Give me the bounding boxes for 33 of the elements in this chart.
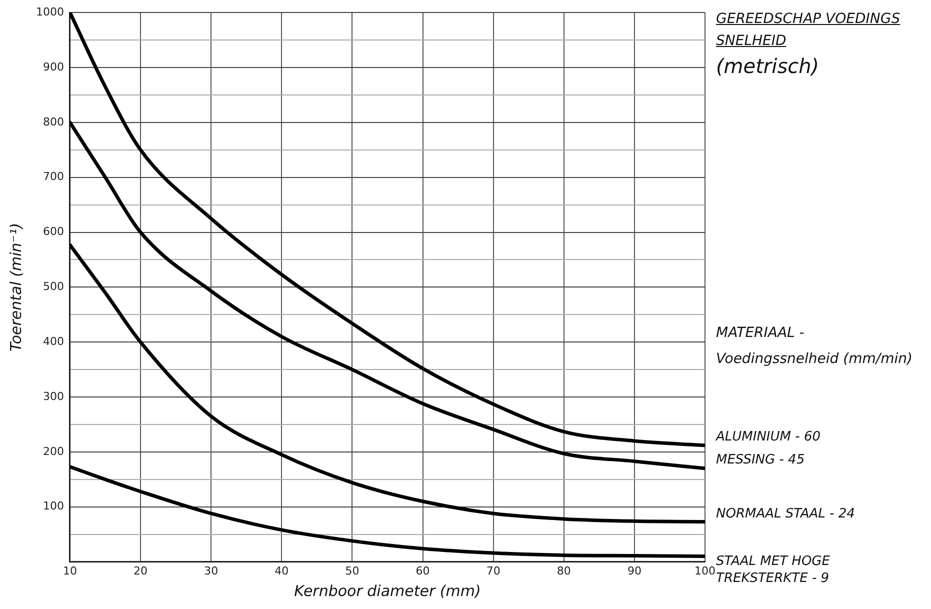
x-tick-label: 40	[274, 564, 289, 578]
y-tick-label: 500	[42, 280, 64, 294]
y-tick-label: 800	[42, 115, 64, 128]
y-tick-label: 900	[42, 60, 64, 74]
series-label: NORMAAL STAAL - 24	[716, 505, 856, 522]
y-tick-label: 600	[42, 225, 64, 238]
x-tick-label: 90	[627, 564, 642, 578]
series-label: MESSING - 45	[716, 452, 806, 469]
legend-title: MATERIAAL - Voedingssnelheid (mm/min)	[716, 324, 914, 369]
x-tick-label: 80	[556, 564, 571, 578]
x-tick-label: 30	[204, 564, 218, 578]
series-label: ALUMINIUM - 60	[716, 428, 822, 446]
y-tick-label: 700	[42, 170, 64, 184]
line-series	[70, 12, 705, 448]
text: GEREEDSCHAP VOEDINGS SNELHEID	[716, 10, 902, 51]
text: (metrisch)	[716, 54, 820, 78]
line-series	[70, 120, 705, 470]
x-tick-label: 50	[345, 564, 360, 578]
series-label: STAAL MET HOGE TREKSTERKTE - 9	[716, 553, 831, 588]
x-tick-label: 10	[62, 564, 77, 578]
y-tick-label: 100	[42, 500, 64, 513]
line-series	[70, 465, 705, 558]
x-tick-label: 20	[134, 564, 148, 578]
x-tick-label: 60	[416, 564, 430, 578]
x-tick-label: 70	[486, 564, 500, 578]
x-tick-label: 100	[694, 564, 716, 578]
y-tick-label: 300	[42, 390, 64, 403]
y-axis-title: Toerental (min⁻¹)	[6, 222, 25, 352]
x-axis-title: Kernboor diameter (mm)	[294, 582, 481, 600]
y-tick-label: 1000	[36, 5, 64, 18]
line-series	[70, 243, 705, 524]
y-tick-label: 400	[42, 334, 64, 348]
y-tick-label: 200	[42, 444, 64, 458]
